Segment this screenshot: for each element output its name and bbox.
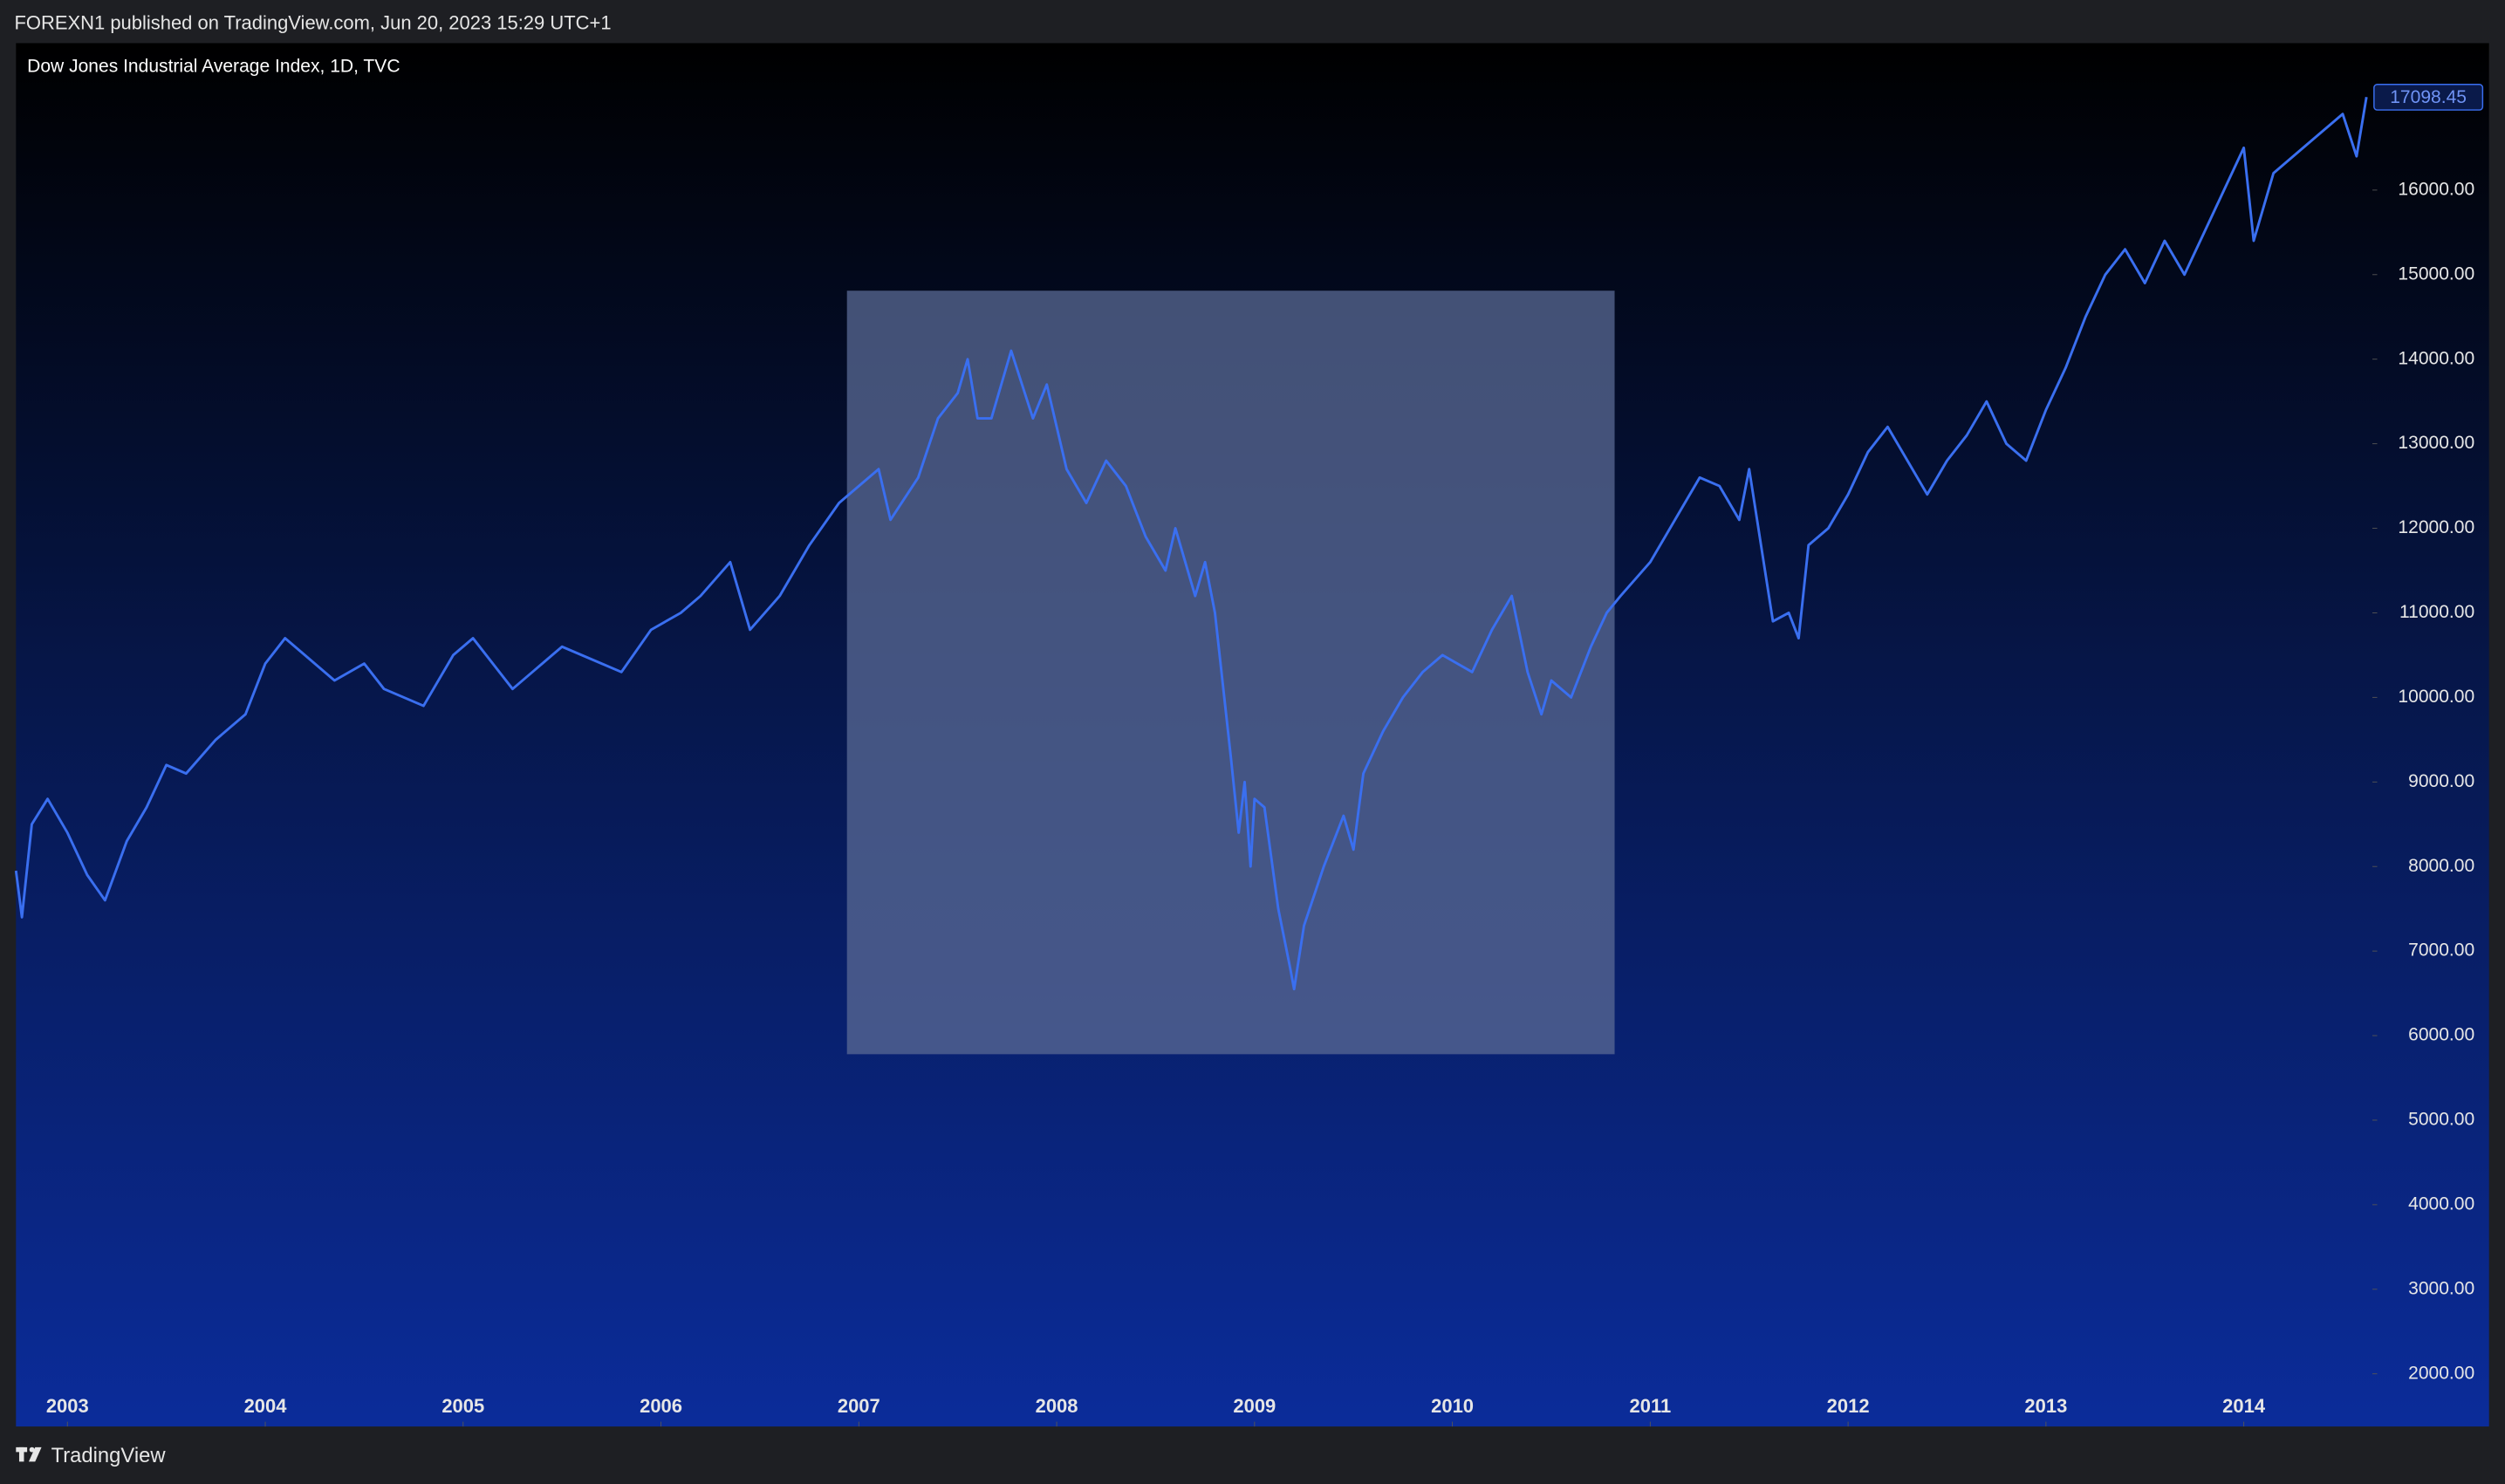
y-tick-label: 15000.00 (2398, 263, 2474, 284)
x-tick-label: 2005 (441, 1395, 484, 1417)
y-tick-label: 11000.00 (2399, 602, 2474, 622)
y-tick-label: 16000.00 (2398, 179, 2474, 199)
last-price-box (2373, 84, 2484, 111)
y-tick-label: 5000.00 (2408, 1110, 2474, 1130)
brand-name: TradingView (51, 1444, 167, 1467)
x-tick-label: 2004 (244, 1395, 288, 1417)
y-tick-label: 12000.00 (2398, 517, 2474, 537)
y-tick-label: 13000.00 (2398, 433, 2474, 453)
y-tick-label: 7000.00 (2408, 940, 2474, 961)
x-tick-label: 2006 (640, 1395, 682, 1417)
x-tick-label: 2012 (1827, 1395, 1870, 1417)
y-tick-label: 8000.00 (2408, 856, 2474, 876)
y-tick-label: 3000.00 (2408, 1278, 2474, 1298)
published-note: FOREXN1 published on TradingView.com, Ju… (14, 11, 611, 33)
y-tick-label: 10000.00 (2398, 687, 2474, 707)
y-tick-label: 14000.00 (2398, 348, 2474, 368)
x-tick-label: 2013 (2024, 1395, 2067, 1417)
y-tick-label: 4000.00 (2408, 1193, 2474, 1214)
y-tick-label: 2000.00 (2408, 1363, 2474, 1383)
highlight-box (846, 291, 1615, 1055)
y-tick-label: 6000.00 (2408, 1025, 2474, 1045)
x-tick-label: 2011 (1630, 1395, 1672, 1417)
x-tick-label: 2009 (1233, 1395, 1276, 1417)
chart-title: Dow Jones Industrial Average Index, 1D, … (27, 56, 400, 76)
price-line (14, 97, 2368, 991)
y-tick-label: 9000.00 (2408, 771, 2474, 791)
last-price-label: 17098.45 (2390, 87, 2467, 107)
x-tick-label: 2010 (1431, 1395, 1474, 1417)
x-tick-label: 2014 (2222, 1395, 2266, 1417)
x-tick-label: 2008 (1036, 1395, 1078, 1417)
x-tick-label: 2003 (46, 1395, 89, 1417)
x-tick-label: 2007 (838, 1395, 880, 1417)
brand-logo (16, 1446, 42, 1462)
